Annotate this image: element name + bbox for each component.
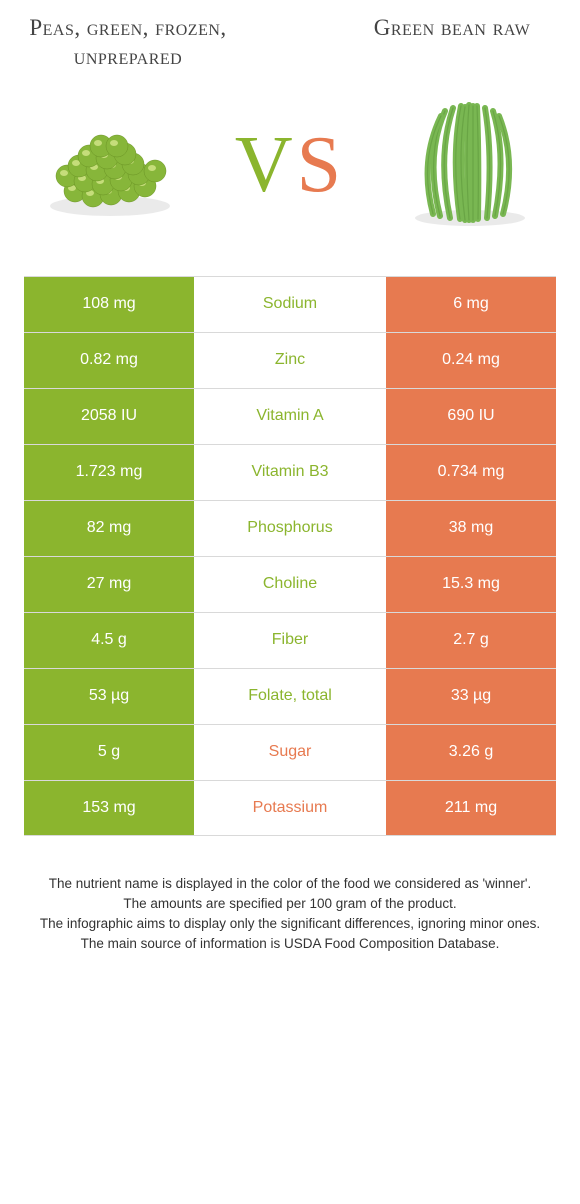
footer-notes: The nutrient name is displayed in the co… [0,836,580,985]
nutrient-label: Sodium [194,277,386,332]
table-row: 2058 IUVitamin A690 IU [24,388,556,444]
nutrient-left-value: 108 mg [24,277,194,332]
nutrient-label: Choline [194,557,386,612]
nutrient-right-value: 6 mg [386,277,556,332]
nutrient-left-value: 27 mg [24,557,194,612]
nutrient-left-value: 153 mg [24,781,194,835]
nutrient-right-value: 15.3 mg [386,557,556,612]
nutrient-left-value: 5 g [24,725,194,780]
nutrient-left-value: 1.723 mg [24,445,194,500]
table-row: 4.5 gFiber2.7 g [24,612,556,668]
footer-line-2: The amounts are specified per 100 gram o… [30,894,550,914]
table-row: 82 mgPhosphorus38 mg [24,500,556,556]
nutrient-label: Fiber [194,613,386,668]
nutrient-label: Sugar [194,725,386,780]
right-food-image [390,86,550,246]
left-food-image [30,86,190,246]
nutrient-label: Vitamin A [194,389,386,444]
nutrient-left-value: 0.82 mg [24,333,194,388]
nutrient-label: Vitamin B3 [194,445,386,500]
table-row: 153 mgPotassium211 mg [24,780,556,836]
nutrient-table: 108 mgSodium6 mg0.82 mgZinc0.24 mg2058 I… [0,276,580,836]
nutrient-left-value: 4.5 g [24,613,194,668]
footer-line-1: The nutrient name is displayed in the co… [30,874,550,894]
nutrient-right-value: 38 mg [386,501,556,556]
vs-label: VS [235,120,345,211]
left-food-title: Peas, green, frozen, unprepared [28,14,228,72]
nutrient-right-value: 0.24 mg [386,333,556,388]
table-row: 1.723 mgVitamin B30.734 mg [24,444,556,500]
nutrient-left-value: 2058 IU [24,389,194,444]
nutrient-right-value: 211 mg [386,781,556,835]
nutrient-left-value: 53 µg [24,669,194,724]
nutrient-label: Potassium [194,781,386,835]
nutrient-right-value: 690 IU [386,389,556,444]
table-row: 27 mgCholine15.3 mg [24,556,556,612]
nutrient-right-value: 3.26 g [386,725,556,780]
vs-v: V [235,121,297,209]
nutrient-right-value: 33 µg [386,669,556,724]
nutrient-label: Zinc [194,333,386,388]
table-row: 108 mgSodium6 mg [24,276,556,332]
nutrient-left-value: 82 mg [24,501,194,556]
table-row: 5 gSugar3.26 g [24,724,556,780]
footer-line-3: The infographic aims to display only the… [30,914,550,934]
vs-s: S [297,121,346,209]
nutrient-right-value: 2.7 g [386,613,556,668]
footer-line-4: The main source of information is USDA F… [30,934,550,954]
nutrient-right-value: 0.734 mg [386,445,556,500]
nutrient-label: Folate, total [194,669,386,724]
table-row: 0.82 mgZinc0.24 mg [24,332,556,388]
right-food-title: Green bean raw [352,14,552,43]
table-row: 53 µgFolate, total33 µg [24,668,556,724]
nutrient-label: Phosphorus [194,501,386,556]
